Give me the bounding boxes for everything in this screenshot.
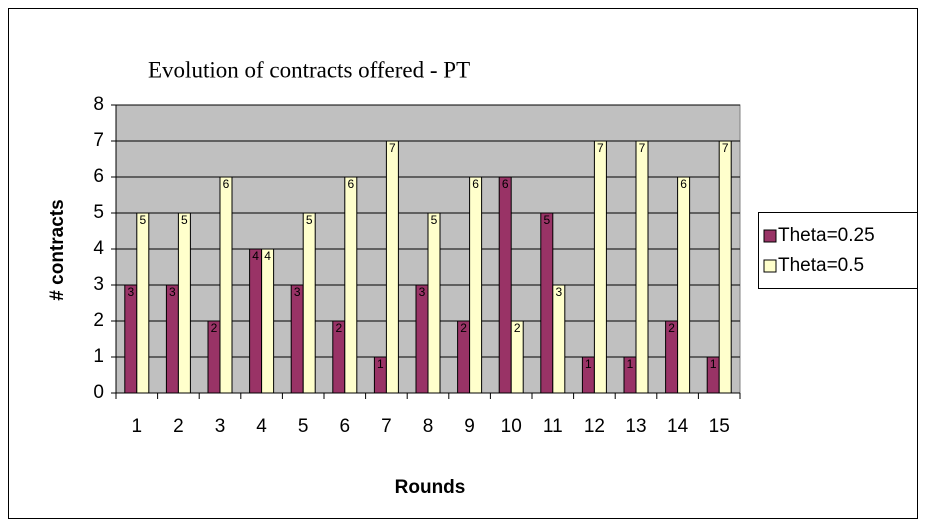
data-label: 2	[211, 321, 218, 335]
bar	[469, 176, 483, 394]
legend-label: Theta=0.5	[778, 255, 864, 276]
bar	[124, 284, 138, 394]
data-label: 1	[377, 357, 384, 371]
y-tick-label: 7	[93, 130, 104, 151]
legend-label: Theta=0.25	[778, 225, 875, 246]
bar	[635, 140, 649, 394]
data-label: 6	[472, 177, 479, 191]
bar	[219, 176, 233, 394]
x-tick-label: 1	[132, 416, 143, 437]
bar	[385, 140, 399, 394]
data-label: 1	[585, 357, 592, 371]
bar	[177, 212, 191, 394]
y-axis-title: # contracts	[47, 199, 68, 300]
bar	[261, 248, 275, 394]
bar	[136, 212, 150, 394]
data-label: 2	[335, 321, 342, 335]
bar	[344, 176, 358, 394]
x-tick-label: 12	[584, 416, 605, 437]
x-tick-label: 9	[464, 416, 475, 437]
data-label: 5	[181, 213, 188, 227]
bar	[552, 284, 566, 394]
x-tick-label: 5	[298, 416, 309, 437]
data-label: 5	[543, 213, 550, 227]
y-tick-label: 6	[93, 166, 104, 187]
y-tick-label: 3	[93, 274, 104, 295]
y-tick-label: 8	[93, 94, 104, 115]
data-label: 7	[389, 141, 396, 155]
x-tick-label: 10	[501, 416, 522, 437]
x-tick-label: 8	[423, 416, 434, 437]
bar	[415, 284, 429, 394]
data-label: 3	[294, 285, 301, 299]
bar	[165, 284, 179, 394]
x-tick-label: 13	[625, 416, 646, 437]
data-label: 2	[514, 321, 521, 335]
legend-swatch	[763, 229, 777, 243]
x-tick-label: 14	[667, 416, 689, 437]
y-tick-label: 4	[93, 238, 104, 259]
bar	[427, 212, 441, 394]
data-label: 5	[306, 213, 313, 227]
chart-title: Evolution of contracts offered - PT	[148, 57, 470, 82]
data-label: 3	[419, 285, 426, 299]
data-label: 1	[627, 357, 634, 371]
data-label: 3	[169, 285, 176, 299]
data-label: 7	[722, 141, 729, 155]
x-tick-label: 2	[173, 416, 184, 437]
data-label: 4	[264, 249, 271, 263]
data-label: 7	[639, 141, 646, 155]
x-tick-label: 11	[543, 416, 563, 437]
legend-swatch	[763, 259, 777, 273]
bar	[290, 284, 304, 394]
y-tick-label: 2	[93, 310, 104, 331]
data-label: 1	[710, 357, 717, 371]
data-label: 7	[597, 141, 604, 155]
legend	[758, 212, 918, 289]
x-tick-label: 4	[256, 416, 267, 437]
data-label: 2	[668, 321, 675, 335]
data-label: 5	[139, 213, 146, 227]
data-label: 3	[127, 285, 134, 299]
x-tick-label: 6	[340, 416, 351, 437]
bar	[540, 212, 554, 394]
y-tick-label: 1	[93, 346, 104, 367]
data-label: 6	[347, 177, 354, 191]
y-tick-label: 0	[93, 382, 104, 403]
x-axis-title: Rounds	[395, 477, 466, 498]
data-label: 5	[431, 213, 438, 227]
bar	[593, 140, 607, 394]
data-label: 6	[223, 177, 230, 191]
data-label: 3	[555, 285, 562, 299]
bar	[677, 176, 691, 394]
x-tick-label: 7	[381, 416, 392, 437]
bar	[249, 248, 263, 394]
bar	[718, 140, 732, 394]
x-tick-label: 15	[709, 416, 730, 437]
data-label: 4	[252, 249, 259, 263]
y-tick-label: 5	[93, 202, 104, 223]
x-tick-label: 3	[215, 416, 226, 437]
data-label: 2	[460, 321, 467, 335]
data-label: 6	[680, 177, 687, 191]
data-label: 6	[502, 177, 509, 191]
bar	[498, 176, 512, 394]
bar	[302, 212, 316, 394]
